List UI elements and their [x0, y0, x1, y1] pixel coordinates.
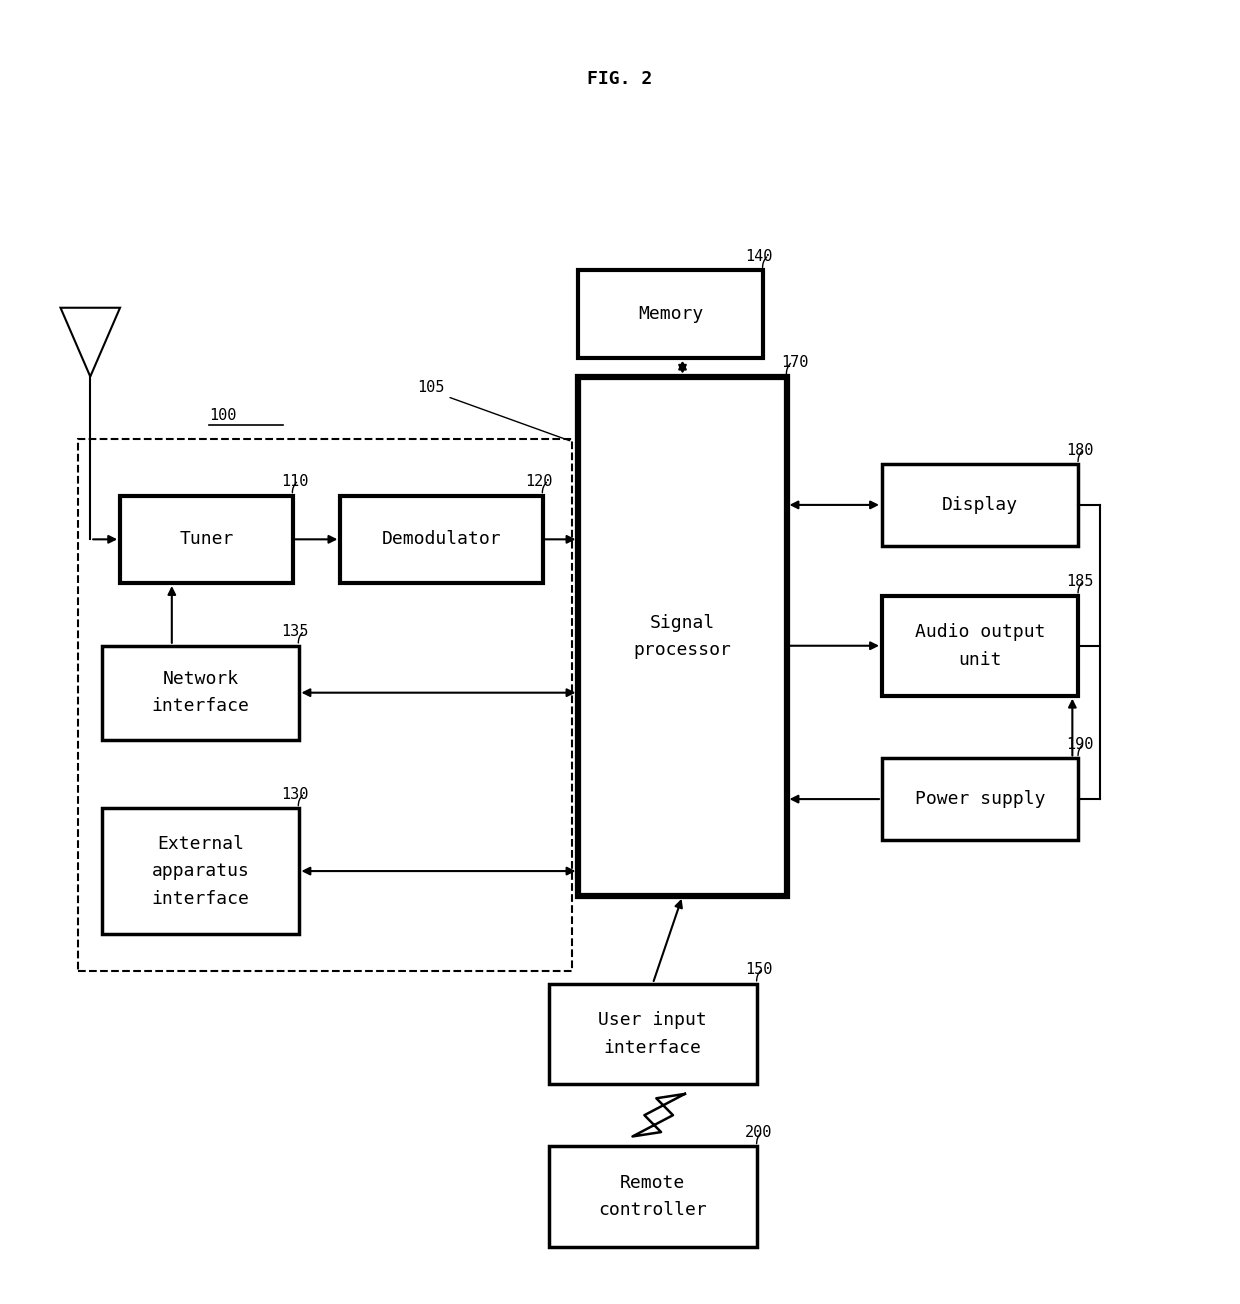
Text: 180: 180	[1066, 443, 1094, 458]
Bar	[340, 496, 543, 583]
Bar	[102, 808, 299, 934]
Text: 170: 170	[781, 355, 808, 370]
Text: apparatus: apparatus	[151, 862, 249, 880]
Text: User input: User input	[599, 1011, 707, 1029]
Text: 190: 190	[1066, 737, 1094, 752]
Text: interface: interface	[604, 1038, 702, 1056]
Text: Demodulator: Demodulator	[382, 531, 501, 549]
Bar	[102, 645, 299, 739]
Bar	[882, 759, 1079, 840]
Text: 100: 100	[210, 408, 237, 422]
Text: FIG. 2: FIG. 2	[588, 70, 652, 87]
Text: 185: 185	[1066, 574, 1094, 589]
Text: Memory: Memory	[637, 305, 703, 323]
Text: 105: 105	[418, 381, 445, 395]
Text: Tuner: Tuner	[179, 531, 233, 549]
Bar	[578, 377, 786, 896]
Text: 200: 200	[745, 1125, 773, 1140]
Text: 120: 120	[525, 475, 552, 489]
Bar	[882, 464, 1079, 545]
Text: 135: 135	[280, 625, 308, 639]
Text: processor: processor	[634, 642, 732, 659]
Text: interface: interface	[151, 889, 249, 908]
Bar	[882, 596, 1079, 696]
Text: Network: Network	[162, 670, 238, 689]
Text: Remote: Remote	[620, 1174, 686, 1192]
Text: 140: 140	[745, 249, 773, 263]
Text: 150: 150	[745, 962, 773, 978]
Text: controller: controller	[599, 1201, 707, 1219]
Bar	[548, 983, 756, 1084]
Bar	[120, 496, 293, 583]
Text: Display: Display	[942, 496, 1018, 514]
Bar	[548, 1146, 756, 1247]
Text: Power supply: Power supply	[915, 790, 1045, 808]
Text: External: External	[157, 835, 244, 853]
Text: 130: 130	[280, 788, 308, 802]
Text: Audio output: Audio output	[915, 623, 1045, 642]
Bar	[78, 439, 573, 971]
Bar	[578, 270, 763, 357]
Text: interface: interface	[151, 698, 249, 716]
Text: unit: unit	[959, 651, 1002, 669]
Text: 110: 110	[280, 475, 308, 489]
Text: Signal: Signal	[650, 614, 715, 631]
